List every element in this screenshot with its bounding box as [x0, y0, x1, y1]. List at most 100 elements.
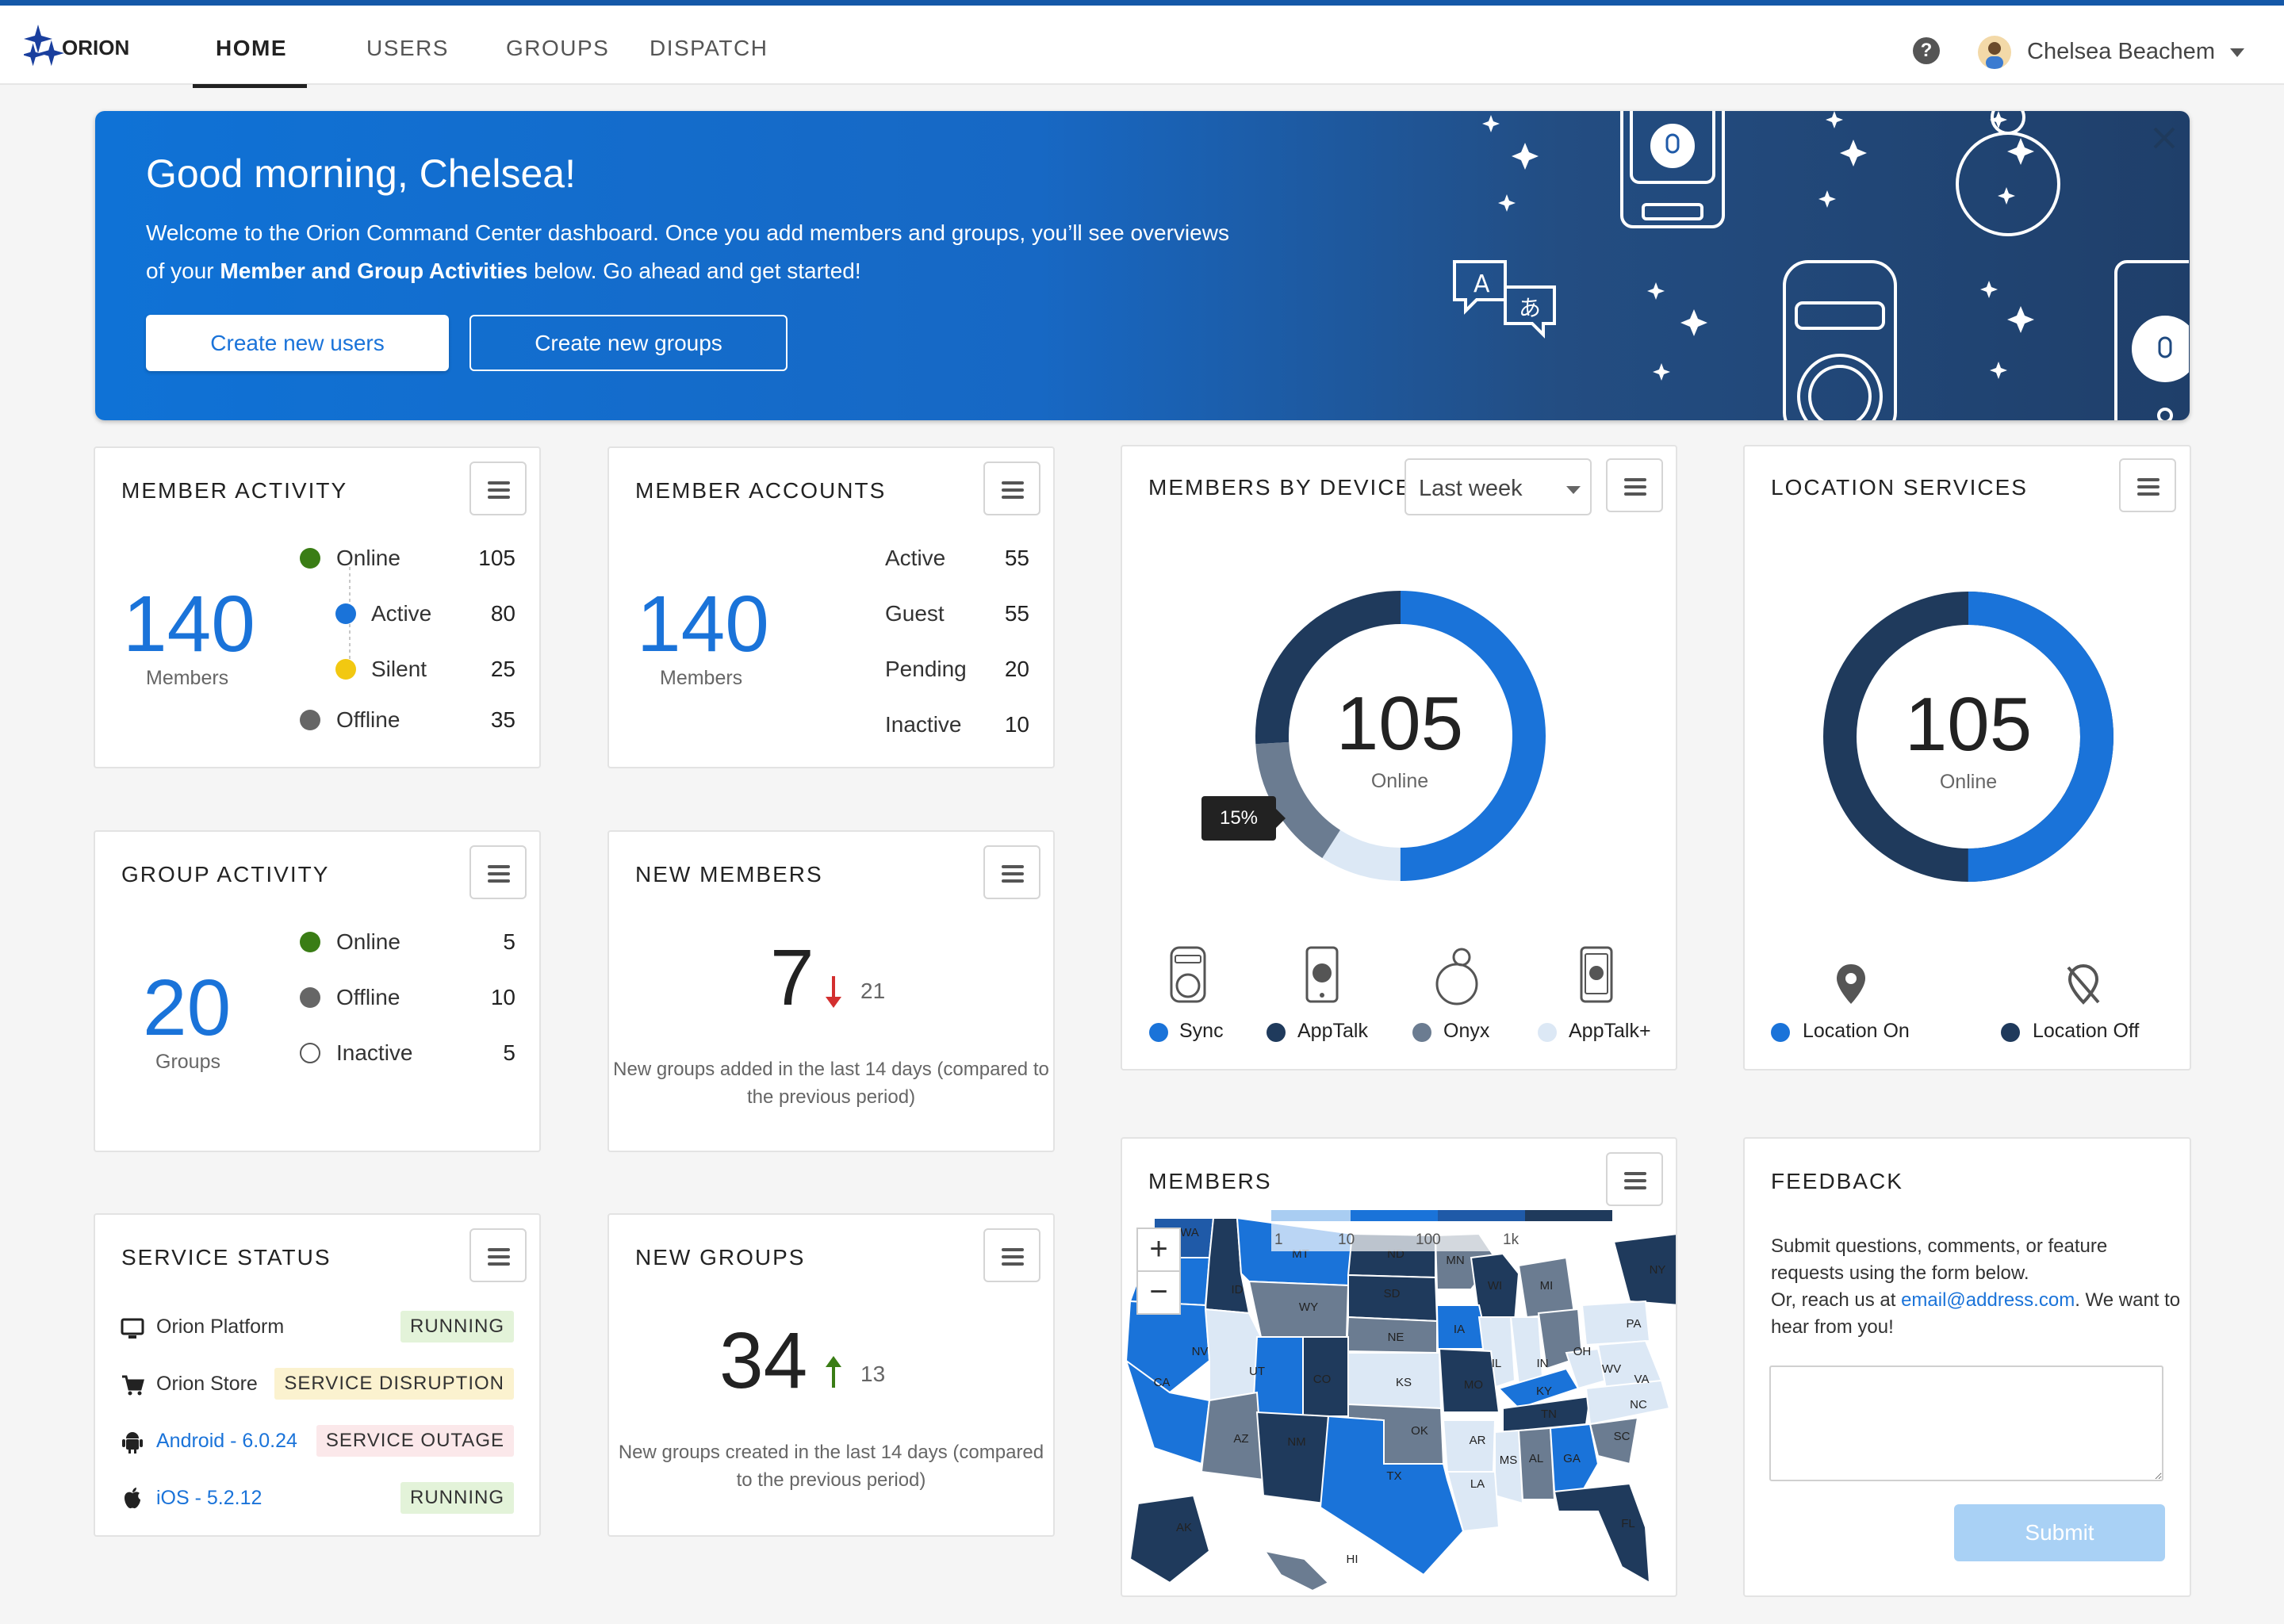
- active-tab-indicator: [193, 84, 307, 88]
- welcome-banner: Good morning, Chelsea! Welcome to the Or…: [95, 111, 2190, 420]
- orion-logo[interactable]: ORION: [21, 23, 143, 71]
- user-name[interactable]: Chelsea Beachem: [2027, 39, 2215, 64]
- map-state-label: SC: [1614, 1430, 1631, 1443]
- legend-value: 105: [478, 546, 515, 570]
- account-value: 55: [1004, 601, 1029, 626]
- onyx-dot: [1412, 1023, 1431, 1042]
- status-badge: RUNNING: [400, 1311, 514, 1342]
- apptalk-plus-device-icon: [1580, 946, 1613, 1003]
- map-state-label: MN: [1446, 1254, 1464, 1267]
- help-icon[interactable]: ?: [1913, 37, 1940, 64]
- apptalk-plus-dot: [1538, 1023, 1557, 1042]
- legend-label: Online: [336, 546, 400, 570]
- map-state-label: WA: [1180, 1226, 1199, 1239]
- online-dot: [300, 548, 320, 569]
- close-icon[interactable]: [2147, 121, 2182, 155]
- chevron-down-icon[interactable]: [2230, 48, 2244, 57]
- service-status-card: SERVICE STATUS Orion Platform RUNNING Or…: [94, 1213, 541, 1537]
- map-state-label: HI: [1347, 1553, 1359, 1566]
- avatar[interactable]: [1978, 36, 2011, 69]
- us-map[interactable]: WA MT ND MN WI MI NY ID SD WY IA OR NE P…: [1122, 1210, 1677, 1597]
- new-groups-card: NEW GROUPS 34 13 New groups created in t…: [607, 1213, 1055, 1537]
- device-illustration: A あ: [1453, 111, 2189, 420]
- menu-icon[interactable]: [983, 1228, 1040, 1282]
- stat-previous: 21: [860, 979, 886, 1003]
- card-title: SERVICE STATUS: [121, 1245, 331, 1270]
- menu-icon[interactable]: [469, 462, 527, 515]
- android-version-link[interactable]: Android - 6.0.24: [156, 1430, 297, 1452]
- map-state-label: CO: [1313, 1373, 1332, 1386]
- create-users-button[interactable]: Create new users: [146, 315, 449, 371]
- menu-icon[interactable]: [469, 845, 527, 899]
- svg-text:あ: あ: [1519, 295, 1541, 321]
- legend-value: 25: [490, 657, 515, 681]
- zoom-out-button[interactable]: −: [1136, 1270, 1181, 1315]
- map-state-label: GA: [1563, 1452, 1581, 1465]
- device-donut-chart: [1255, 591, 1546, 881]
- stat-value: 7: [770, 933, 814, 1022]
- menu-icon[interactable]: [1606, 458, 1663, 512]
- apple-icon: [125, 1488, 140, 1509]
- legend-label: Sync: [1179, 1020, 1224, 1042]
- card-title: MEMBER ACTIVITY: [121, 478, 348, 503]
- online-dot: [300, 932, 320, 952]
- donut-center-label: Online: [1370, 770, 1429, 792]
- zoom-in-button[interactable]: +: [1136, 1228, 1181, 1272]
- legend-label: AppTalk: [1297, 1020, 1368, 1042]
- tab-dispatch[interactable]: DISPATCH: [650, 36, 768, 60]
- submit-button[interactable]: Submit: [1954, 1504, 2165, 1561]
- top-accent-bar: [0, 0, 2284, 6]
- location-off-dot: [2001, 1023, 2020, 1042]
- email-link[interactable]: email@address.com: [1901, 1289, 2075, 1311]
- map-state-label: NM: [1287, 1435, 1305, 1449]
- menu-icon[interactable]: [983, 462, 1040, 515]
- legend-value: 10: [490, 985, 515, 1009]
- tab-groups[interactable]: GROUPS: [506, 36, 610, 60]
- feedback-textarea[interactable]: [1769, 1365, 2163, 1481]
- feedback-text: Submit questions, comments, or feature r…: [1771, 1235, 2181, 1338]
- map-state-label: UT: [1249, 1365, 1265, 1378]
- logo-text: ORION: [62, 36, 129, 59]
- menu-icon[interactable]: [2119, 458, 2176, 512]
- menu-icon[interactable]: [983, 845, 1040, 899]
- create-groups-button[interactable]: Create new groups: [469, 315, 788, 371]
- stat-value: 34: [719, 1316, 808, 1405]
- legend-label: Location On: [1803, 1020, 1910, 1042]
- map-state-label: IN: [1537, 1357, 1549, 1370]
- legend-label: Offline: [336, 707, 400, 732]
- menu-icon[interactable]: [469, 1228, 527, 1282]
- period-select-value: Last week: [1419, 476, 1523, 501]
- total-groups: 20: [143, 963, 232, 1052]
- map-state-label: WY: [1299, 1300, 1318, 1314]
- scale-label: 1: [1274, 1231, 1283, 1248]
- account-label: Pending: [885, 657, 967, 681]
- map-state-label: KS: [1396, 1376, 1412, 1389]
- legend-label: Onyx: [1443, 1020, 1490, 1042]
- period-select[interactable]: Last week: [1405, 458, 1592, 515]
- map-state-label: KY: [1536, 1385, 1552, 1398]
- legend-label: Active: [371, 601, 432, 626]
- service-name: Orion Store: [156, 1373, 258, 1395]
- apptalk-dot: [1267, 1023, 1286, 1042]
- chart-tooltip: 15%: [1201, 796, 1286, 841]
- card-title: NEW GROUPS: [635, 1245, 806, 1270]
- offline-dot: [300, 710, 320, 730]
- menu-icon[interactable]: [1606, 1152, 1663, 1206]
- top-navigation: ORION HOME USERS GROUPS DISPATCH ? Chels…: [0, 6, 2284, 88]
- map-state-label: WV: [1602, 1362, 1621, 1376]
- stat-description: New groups created in the last 14 days (…: [618, 1442, 1044, 1491]
- status-badge: SERVICE OUTAGE: [316, 1425, 514, 1457]
- donut-center-value: 105: [1904, 682, 2033, 767]
- map-state-label: NC: [1630, 1398, 1647, 1411]
- legend-label: Silent: [371, 657, 427, 681]
- ios-version-link[interactable]: iOS - 5.2.12: [156, 1487, 263, 1509]
- map-state-label: WI: [1488, 1279, 1502, 1293]
- legend-label: Offline: [336, 985, 400, 1009]
- banner-title: Good morning, Chelsea!: [146, 151, 576, 196]
- map-state-label: TX: [1386, 1469, 1401, 1483]
- tab-home[interactable]: HOME: [216, 36, 287, 60]
- active-dot: [335, 603, 356, 624]
- tab-users[interactable]: USERS: [366, 36, 449, 60]
- map-state-label: IL: [1492, 1357, 1502, 1370]
- service-name: Orion Platform: [156, 1316, 285, 1338]
